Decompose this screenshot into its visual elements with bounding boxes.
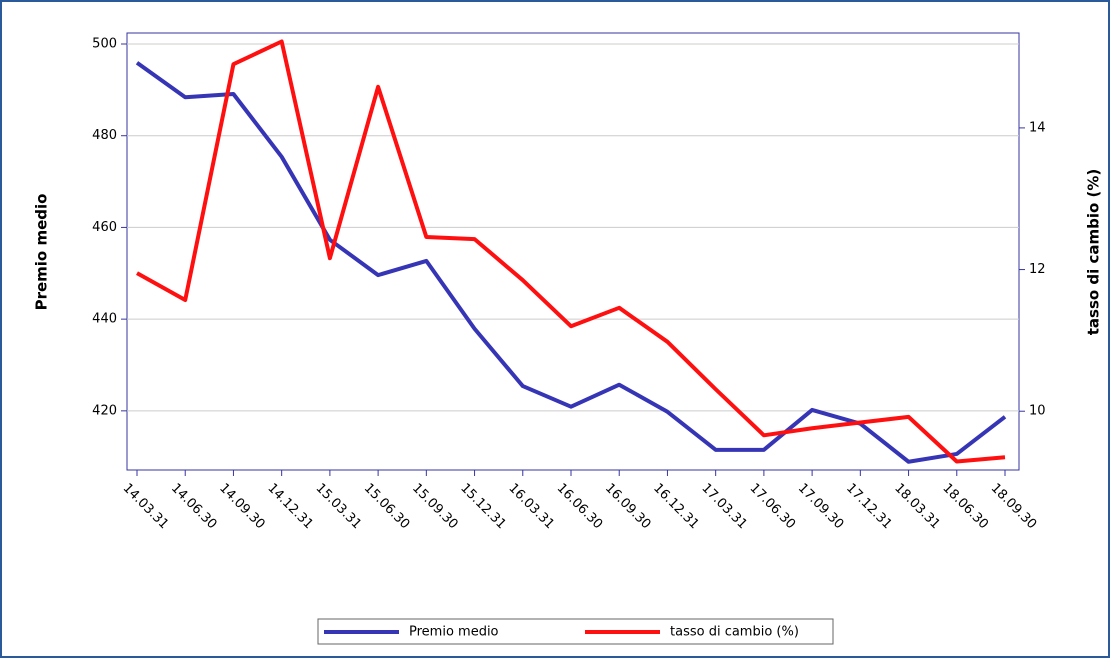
y2-axis-title: tasso di cambio (%) [1085,169,1103,336]
legend-label: tasso di cambio (%) [670,625,799,640]
y2-tick-label: 14 [1029,120,1046,135]
y2-tick-label: 10 [1029,404,1046,419]
y-tick-label: 500 [92,37,117,52]
y-tick-label: 480 [92,128,117,143]
series-line [136,39,1006,464]
y-tick-label: 440 [92,312,117,327]
y-axis-title: Premio medio [33,194,51,311]
y2-tick-label: 12 [1029,262,1046,277]
y-tick-label: 460 [92,220,117,235]
legend-label: Premio medio [409,625,499,640]
legend [317,618,834,645]
y-tick-label: 420 [92,403,117,418]
plot-frame [126,32,1020,471]
